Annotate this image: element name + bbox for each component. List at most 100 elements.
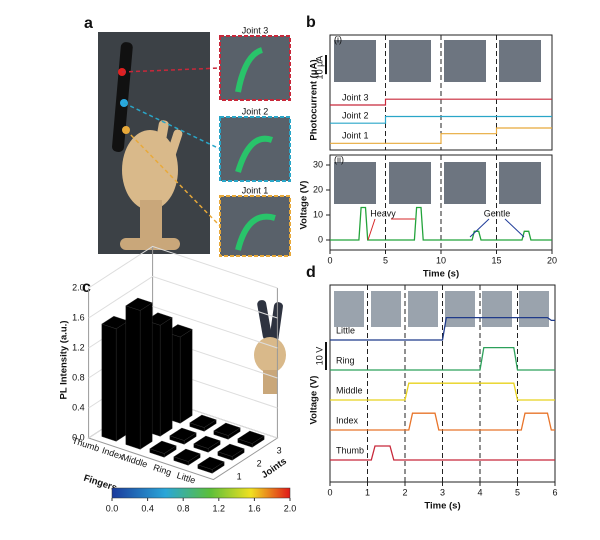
bar <box>213 422 241 440</box>
bar-face <box>159 317 173 437</box>
bar <box>237 430 265 448</box>
x-tick-label: 0 <box>327 255 332 265</box>
z-tick-label: 1.2 <box>72 342 85 352</box>
annotation: Gentle <box>484 208 511 218</box>
series-label: Joint 3 <box>342 92 369 102</box>
data-line <box>330 382 555 401</box>
photo-main <box>98 32 210 254</box>
data-line <box>330 346 555 371</box>
data-line <box>330 445 555 461</box>
z-axis-title: PL Intensity (a.u.) <box>59 320 70 399</box>
x-tick-label: 15 <box>491 255 501 265</box>
y-axis-title: Joints <box>260 456 289 481</box>
bar-face <box>101 323 117 442</box>
panel-label: a <box>84 15 93 32</box>
bar-face <box>149 440 177 454</box>
x-tick-label: Thumb <box>71 435 101 453</box>
bar-face <box>125 305 141 450</box>
annotation-arrow <box>504 218 525 238</box>
bar-face <box>125 297 153 311</box>
series-label: Thumb <box>336 445 364 455</box>
y-axis-title: Photocurrent (μA) <box>309 59 320 140</box>
bar <box>169 427 197 445</box>
colorbar-tick-label: 1.2 <box>213 503 226 513</box>
bar <box>217 443 245 461</box>
bar <box>101 315 129 442</box>
bar <box>149 440 177 458</box>
bar-face <box>217 443 245 457</box>
series-label: Index <box>336 415 359 425</box>
joint-label: Joint 3 <box>242 25 269 35</box>
series-label: Middle <box>336 385 363 395</box>
bar <box>193 435 221 453</box>
bar-face <box>173 448 201 462</box>
connector <box>123 102 221 150</box>
bar-face <box>237 430 265 444</box>
annotation: Heavy <box>370 208 396 218</box>
colorbar <box>111 487 291 499</box>
z-tick-label: 2.0 <box>72 282 85 292</box>
connector <box>125 129 221 227</box>
data-line <box>330 206 552 241</box>
x-tick-label: 20 <box>547 255 557 265</box>
colorbar-tick-label: 0.4 <box>141 503 154 513</box>
y-tick-label: 2 <box>257 459 262 469</box>
annotation-arrow <box>469 218 490 238</box>
bar <box>125 297 153 450</box>
hand-model <box>254 300 286 394</box>
connector <box>121 67 221 73</box>
x-tick-label: Middle <box>120 452 148 470</box>
joint-label: Joint 1 <box>242 185 269 195</box>
z-tick-label: 1.6 <box>72 312 85 322</box>
data-line <box>330 412 555 431</box>
z-tick-label: 0.8 <box>72 372 85 382</box>
panel-label: b <box>306 14 316 31</box>
photo-insets <box>220 36 290 256</box>
panel-label: d <box>306 264 316 281</box>
photo-row <box>334 291 549 327</box>
sub-label: (i) <box>334 34 342 44</box>
x-axis-title: Time (s) <box>423 269 459 280</box>
z-tick-label: 0.4 <box>72 402 85 412</box>
scale-bar-label: 10 V <box>314 347 324 366</box>
data-line <box>330 127 552 144</box>
colorbar-tick-label: 0.0 <box>106 503 119 513</box>
x-tick-label: 0 <box>327 487 332 497</box>
y-tick-label: 3 <box>277 446 282 456</box>
series-label: Joint 1 <box>342 131 369 141</box>
x-tick-label: 1 <box>365 487 370 497</box>
colorbar-tick-label: 2.0 <box>284 503 297 513</box>
bar-face <box>139 302 153 450</box>
z-tick-label: 0.0 <box>72 432 85 442</box>
bar-face <box>197 456 225 470</box>
bar-face <box>189 414 217 428</box>
bar <box>173 448 201 466</box>
bar-face <box>179 328 193 424</box>
grid-line <box>88 245 278 289</box>
x-tick-label: 4 <box>477 487 482 497</box>
data-line <box>330 316 555 341</box>
x-tick-label: 2 <box>402 487 407 497</box>
x-tick-label: 10 <box>436 255 446 265</box>
annotation-arrow <box>367 218 376 241</box>
y-axis-title: Voltage (V) <box>299 181 310 230</box>
x-tick-label: 5 <box>515 487 520 497</box>
colorbar-tick-label: 1.6 <box>248 503 261 513</box>
x-axis-title: Time (s) <box>424 501 460 512</box>
colorbar-tick-label: 0.8 <box>177 503 190 513</box>
data-line <box>330 115 552 124</box>
data-line <box>330 98 552 106</box>
x-tick-label: 6 <box>552 487 557 497</box>
panel-label: c <box>82 279 91 296</box>
bar-face <box>193 435 221 449</box>
x-tick-label: 5 <box>383 255 388 265</box>
x-tick-label: 3 <box>440 487 445 497</box>
y-tick-label: 1 <box>237 472 242 482</box>
bar <box>197 456 225 474</box>
scale-bar-label: 10 μA <box>314 56 324 80</box>
bar-face <box>213 422 241 436</box>
series-label: Little <box>336 325 355 335</box>
y-tick-label: 0 <box>318 234 323 244</box>
photo-row <box>334 40 541 204</box>
